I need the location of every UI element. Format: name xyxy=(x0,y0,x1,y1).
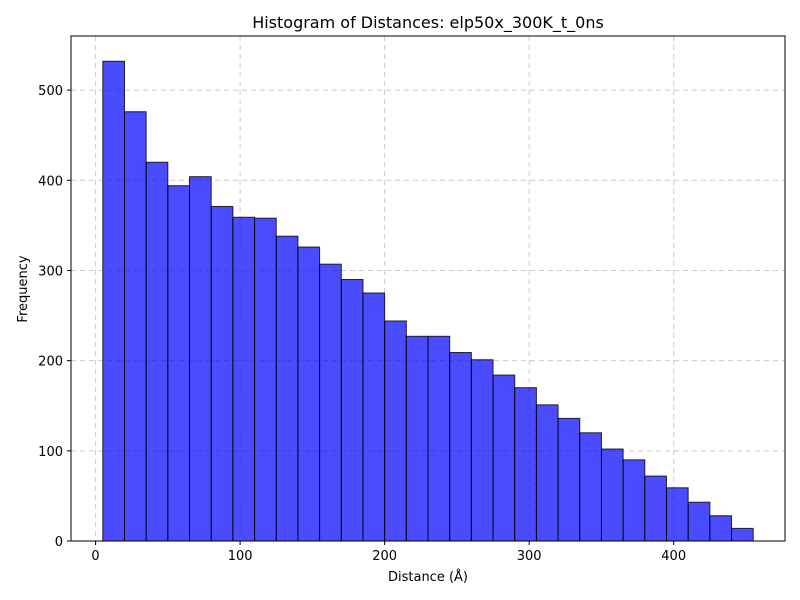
histogram-bar xyxy=(189,176,212,542)
histogram-bar xyxy=(665,487,689,542)
histogram-bar xyxy=(579,432,602,542)
y-tick-label: 500 xyxy=(38,84,63,99)
x-tick-label: 0 xyxy=(91,549,99,564)
y-tick-label: 300 xyxy=(38,264,63,279)
histogram-bar xyxy=(644,475,667,542)
histogram-bar xyxy=(123,111,147,542)
histogram-bar xyxy=(102,60,125,542)
histogram-bar xyxy=(427,335,451,542)
histogram-bar xyxy=(622,459,646,542)
histogram-bar xyxy=(731,527,754,542)
chart-title: Histogram of Distances: elp50x_300K_t_0n… xyxy=(252,13,604,33)
y-tick-label: 100 xyxy=(38,445,63,460)
histogram-bars xyxy=(102,60,754,542)
plot-frame xyxy=(70,35,786,542)
histogram-bar xyxy=(384,320,407,542)
x-tick-label: 200 xyxy=(372,549,397,564)
x-axis-label: Distance (Å) xyxy=(388,569,468,585)
histogram-bar xyxy=(275,235,299,542)
histogram-bar xyxy=(232,216,256,542)
histogram-bar xyxy=(167,185,191,542)
histogram-bar xyxy=(492,374,516,542)
x-axis-ticks: 0 100 200 300 400 xyxy=(91,541,686,564)
histogram-bar xyxy=(709,515,733,542)
histogram-bar xyxy=(535,404,559,542)
y-tick-label: 0 xyxy=(55,535,63,550)
histogram-bar xyxy=(297,246,321,542)
histogram-bar xyxy=(600,448,624,542)
y-tick-label: 200 xyxy=(38,355,63,370)
histogram-bar xyxy=(319,263,342,542)
histogram-bar xyxy=(145,161,169,542)
x-tick-label: 400 xyxy=(661,549,686,564)
y-axis-ticks: 0 100 200 300 400 500 xyxy=(38,84,71,550)
histogram-bar xyxy=(362,292,386,542)
histogram-bar xyxy=(470,359,494,542)
histogram-bar xyxy=(449,352,472,542)
histogram-bar xyxy=(405,335,429,542)
histogram-bar xyxy=(687,501,711,542)
histogram-bar xyxy=(254,217,277,542)
histogram-bar xyxy=(514,387,537,542)
y-tick-label: 400 xyxy=(38,174,63,189)
histogram-bar xyxy=(210,205,234,542)
y-axis-label: Frequency xyxy=(16,255,31,322)
histogram-bar xyxy=(340,278,364,542)
x-tick-label: 300 xyxy=(517,549,542,564)
histogram-bar xyxy=(557,417,581,542)
x-tick-label: 100 xyxy=(228,549,253,564)
